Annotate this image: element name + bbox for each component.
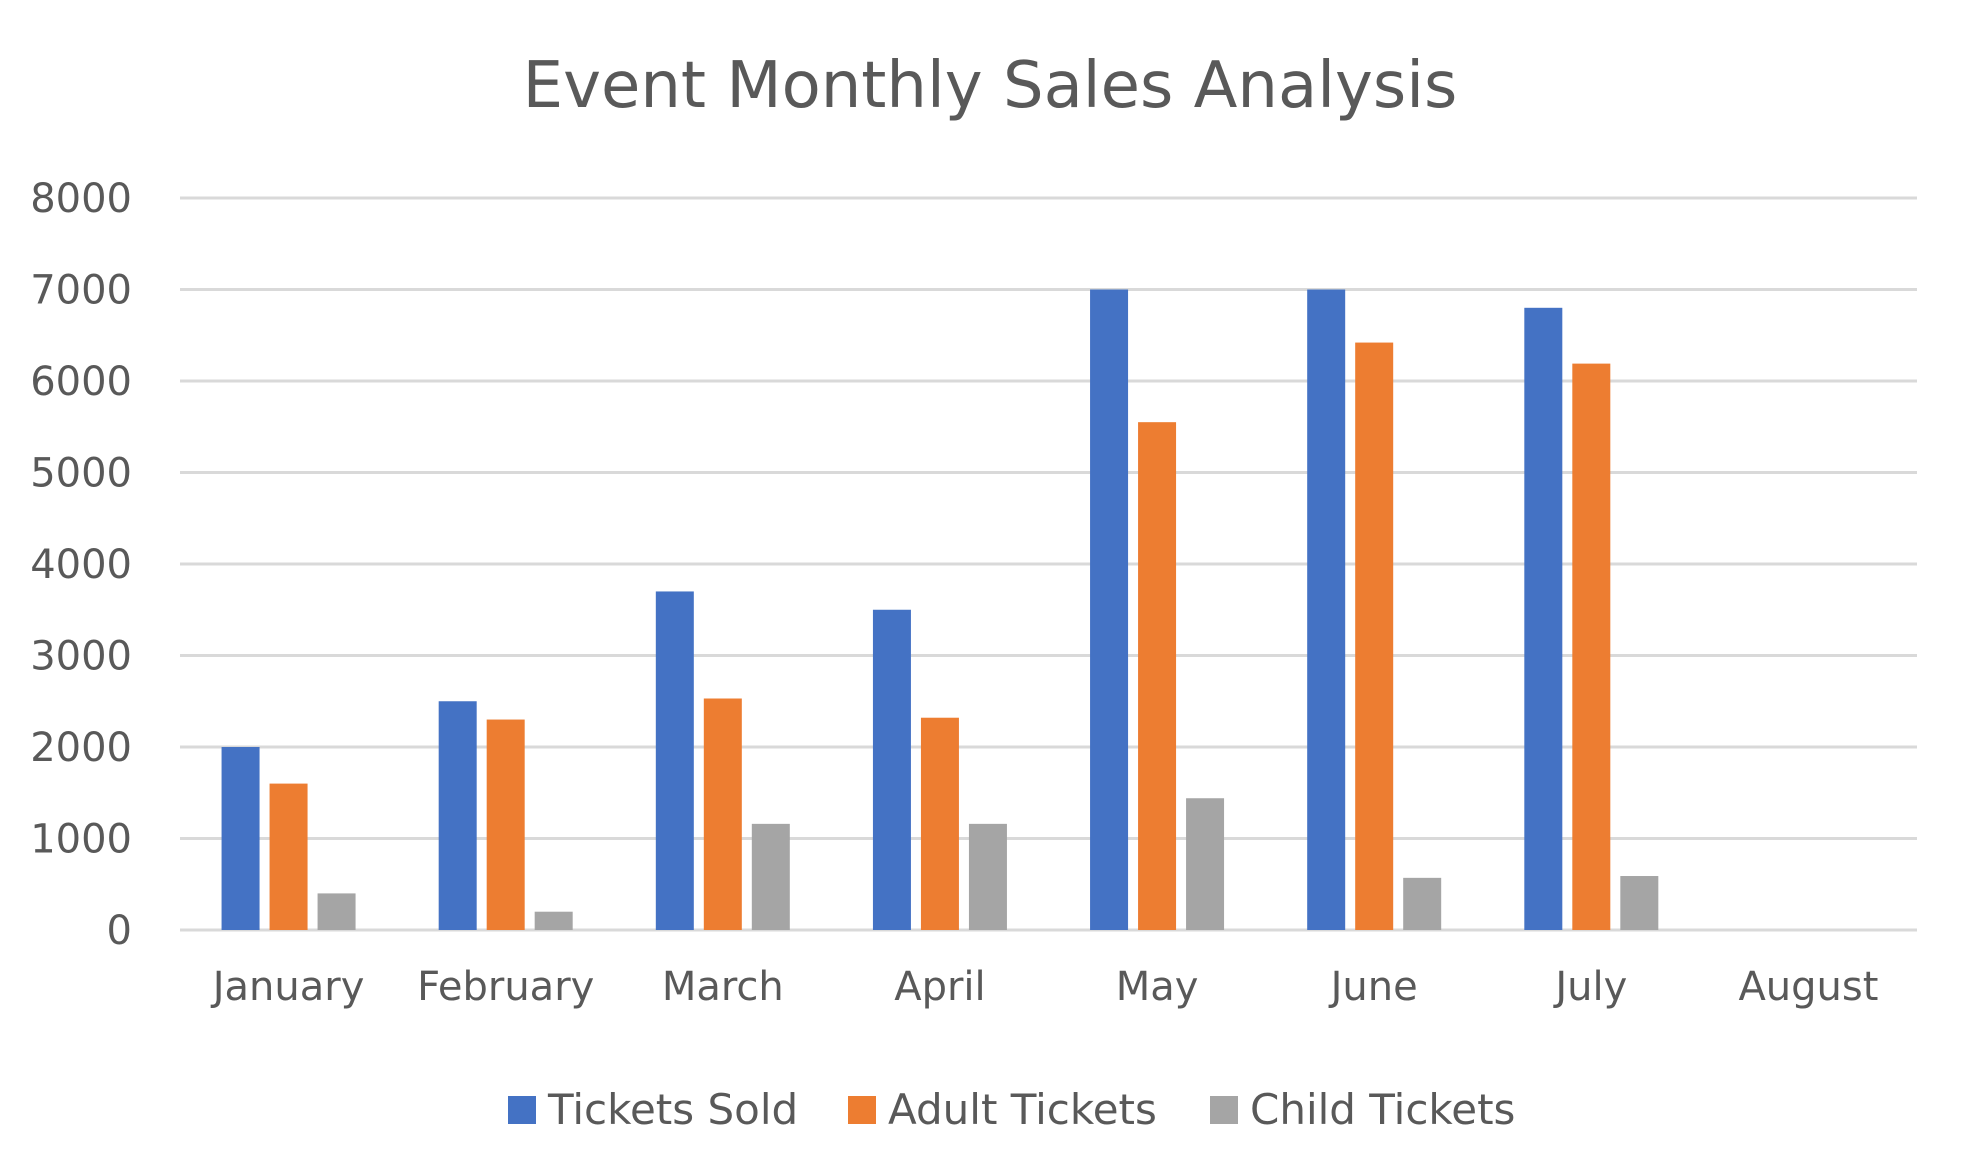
- bar-child-tickets-june: [1403, 877, 1442, 930]
- bar-adult-tickets-may: [1138, 422, 1177, 930]
- x-tick-label-january: January: [210, 964, 365, 1010]
- y-tick-label: 1000: [30, 817, 132, 863]
- bar-tickets-sold-april: [872, 609, 911, 930]
- x-tick-label-february: February: [417, 964, 594, 1010]
- y-axis-tick-labels: 0 1000 2000 3000 4000 5000 6000 7000 8000: [30, 176, 132, 954]
- legend-item-child-tickets: Child Tickets: [1210, 1085, 1515, 1134]
- bar-tickets-sold-july: [1524, 307, 1563, 930]
- bar-child-tickets-april: [968, 823, 1007, 930]
- bar-adult-tickets-july: [1572, 363, 1611, 930]
- bar-adult-tickets-june: [1355, 342, 1394, 930]
- legend-item-tickets-sold: Tickets Sold: [508, 1085, 798, 1134]
- y-tick-label: 7000: [30, 268, 132, 314]
- bar-adult-tickets-january: [269, 783, 308, 930]
- bars: [221, 289, 1659, 930]
- x-tick-label-august: August: [1738, 964, 1878, 1010]
- legend-swatch: [1210, 1096, 1238, 1124]
- bar-child-tickets-march: [751, 823, 790, 930]
- legend-label: Child Tickets: [1250, 1085, 1515, 1134]
- bar-tickets-sold-march: [655, 591, 694, 930]
- y-tick-label: 0: [107, 908, 132, 954]
- y-tick-label: 3000: [30, 634, 132, 680]
- legend: Tickets Sold Adult Tickets Child Tickets: [508, 1085, 1515, 1134]
- y-tick-label: 5000: [30, 451, 132, 497]
- bar-tickets-sold-february: [438, 701, 477, 930]
- legend-item-adult-tickets: Adult Tickets: [848, 1085, 1157, 1134]
- legend-swatch: [848, 1096, 876, 1124]
- y-tick-label: 4000: [30, 542, 132, 588]
- bar-tickets-sold-may: [1090, 289, 1129, 930]
- bar-child-tickets-january: [317, 893, 356, 930]
- x-tick-label-may: May: [1116, 964, 1199, 1010]
- y-tick-label: 8000: [30, 176, 132, 222]
- legend-label: Tickets Sold: [547, 1085, 798, 1134]
- legend-swatch: [508, 1096, 536, 1124]
- x-tick-label-july: July: [1552, 964, 1627, 1010]
- bar-tickets-sold-june: [1307, 289, 1346, 930]
- bar-tickets-sold-january: [221, 747, 260, 930]
- x-tick-label-march: March: [662, 964, 784, 1010]
- bar-child-tickets-february: [534, 911, 573, 930]
- bar-child-tickets-may: [1186, 798, 1225, 930]
- legend-label: Adult Tickets: [888, 1085, 1157, 1134]
- y-tick-label: 2000: [30, 725, 132, 771]
- x-tick-label-april: April: [894, 964, 985, 1010]
- bar-adult-tickets-february: [486, 719, 525, 930]
- bar-adult-tickets-march: [703, 698, 742, 930]
- bar-child-tickets-july: [1620, 876, 1659, 930]
- x-tick-label-june: June: [1328, 964, 1418, 1010]
- bar-adult-tickets-april: [920, 717, 959, 930]
- x-axis-tick-labels: January February March April May June July Augu…: [210, 964, 1879, 1010]
- y-tick-label: 6000: [30, 359, 132, 405]
- chart-title: Event Monthly Sales Analysis: [523, 49, 1458, 123]
